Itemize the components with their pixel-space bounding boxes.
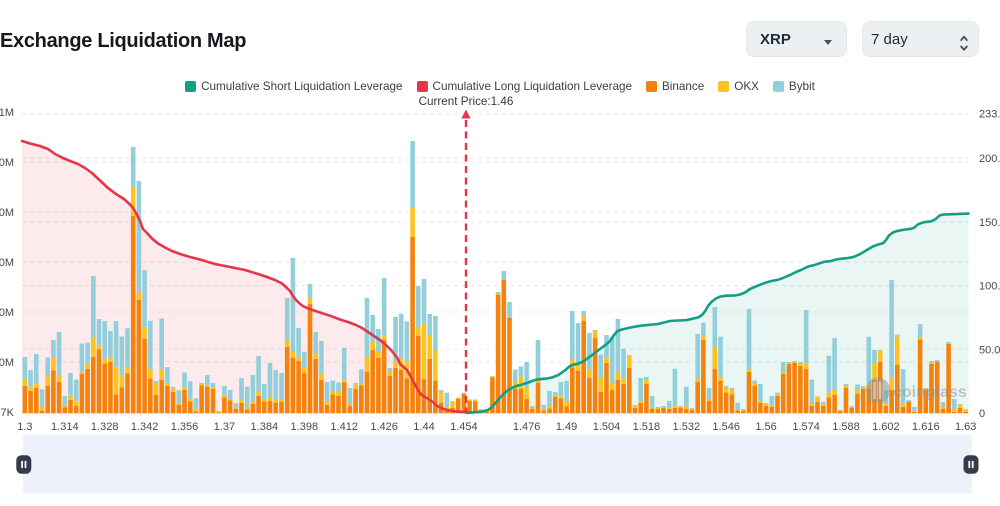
svg-text:1.454: 1.454 xyxy=(450,421,478,433)
svg-text:100.00M: 100.00M xyxy=(979,281,1000,293)
svg-text:1.3: 1.3 xyxy=(17,421,32,433)
svg-text:1.588: 1.588 xyxy=(832,421,860,433)
svg-text:1.532: 1.532 xyxy=(673,421,701,433)
svg-text:596.97K: 596.97K xyxy=(0,407,15,419)
svg-text:1.426: 1.426 xyxy=(370,421,398,433)
svg-text:200.00M: 200.00M xyxy=(979,153,1000,165)
svg-text:80.00M: 80.00M xyxy=(0,307,14,319)
svg-text:1.342: 1.342 xyxy=(131,421,159,433)
svg-text:150.00M: 150.00M xyxy=(979,217,1000,229)
svg-text:120.00M: 120.00M xyxy=(0,257,14,269)
svg-text:1.518: 1.518 xyxy=(633,421,661,433)
svg-text:160.00M: 160.00M xyxy=(0,207,14,219)
svg-text:1.412: 1.412 xyxy=(330,421,358,433)
svg-text:241.1M: 241.1M xyxy=(0,107,14,119)
svg-text:1.44: 1.44 xyxy=(413,421,434,433)
svg-text:1.602: 1.602 xyxy=(872,421,900,433)
svg-text:1.546: 1.546 xyxy=(712,421,740,433)
svg-text:1.56: 1.56 xyxy=(755,421,776,433)
svg-text:1.616: 1.616 xyxy=(912,421,940,433)
svg-text:1.63: 1.63 xyxy=(955,421,976,433)
svg-text:1.314: 1.314 xyxy=(51,421,79,433)
svg-text:1.384: 1.384 xyxy=(251,421,279,433)
svg-text:1.574: 1.574 xyxy=(792,421,820,433)
svg-text:coinglass: coinglass xyxy=(893,384,967,401)
svg-text:40.00M: 40.00M xyxy=(0,357,14,369)
svg-text:200.00M: 200.00M xyxy=(0,157,14,169)
svg-text:0: 0 xyxy=(979,408,985,420)
svg-text:50.00M: 50.00M xyxy=(979,344,1000,356)
svg-text:1.504: 1.504 xyxy=(593,421,621,433)
svg-text:233.08M: 233.08M xyxy=(979,109,1000,121)
svg-text:1.398: 1.398 xyxy=(291,421,319,433)
svg-text:1.37: 1.37 xyxy=(214,421,235,433)
svg-text:1.476: 1.476 xyxy=(513,421,541,433)
svg-text:1.49: 1.49 xyxy=(556,421,577,433)
svg-text:1.328: 1.328 xyxy=(91,421,119,433)
svg-text:1.356: 1.356 xyxy=(171,421,199,433)
